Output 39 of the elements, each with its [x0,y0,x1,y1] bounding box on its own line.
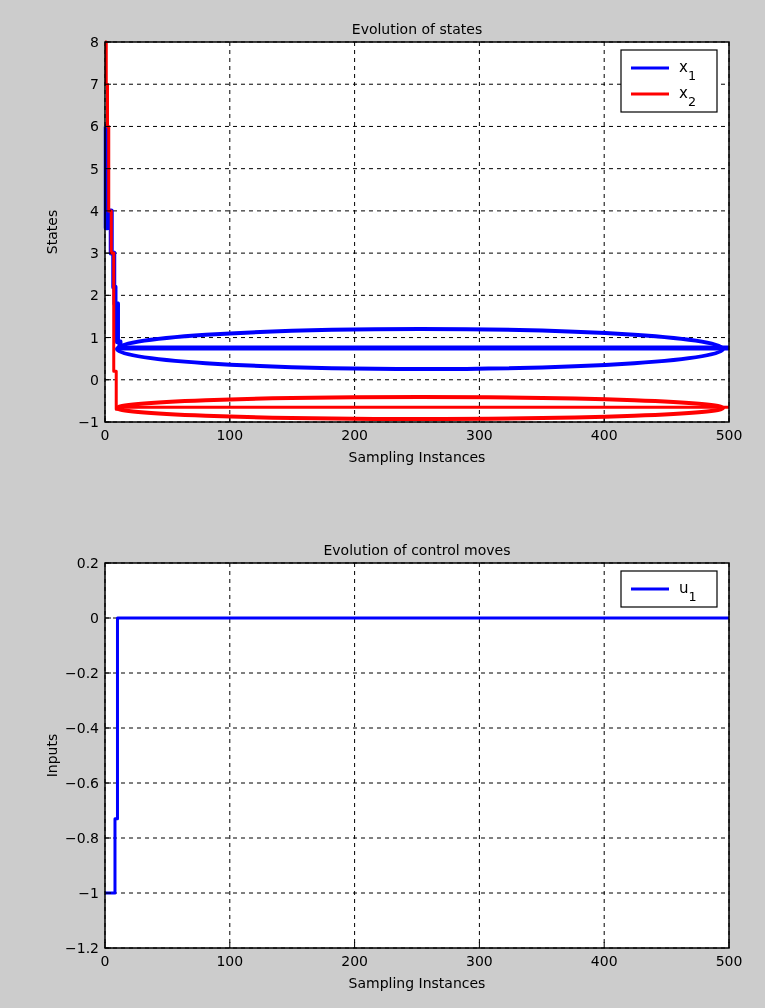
x-tick-label: 500 [715,953,743,969]
x-tick-label: 400 [590,427,618,443]
x-axis-title: Sampling Instances [348,975,486,991]
y-tick-label: 7 [90,76,99,93]
x-tick-label: 100 [216,953,244,969]
y-tick-label: 3 [90,245,99,262]
y-tick-label: 4 [90,202,100,219]
y-tick-label: 0.2 [76,555,99,571]
y-tick-label: −0.8 [65,830,99,846]
y-tick-label: −0.6 [65,775,100,791]
y-tick-label: −1.2 [65,940,99,956]
x-tick-label: 500 [715,427,743,443]
x-tick-label: 200 [341,953,368,969]
chart-title: Evolution of control moves [323,542,511,558]
y-tick-label: −1 [78,885,99,901]
y-tick-label: −0.4 [65,720,100,736]
y-axis-title: Inputs [44,733,60,778]
x-tick-label: 400 [590,953,618,969]
x-tick-label: 200 [341,427,368,443]
y-tick-label: −1 [78,414,99,430]
y-tick-label: 8 [90,34,99,50]
y-tick-label: 5 [90,160,99,177]
x-tick-label: 0 [100,953,110,969]
y-tick-label: 1 [90,329,99,346]
x-tick-label: 100 [216,427,244,443]
y-tick-label: 2 [90,287,99,304]
y-tick-label: −0.2 [65,665,99,681]
x-tick-label: 0 [100,427,110,443]
chart-title: Evolution of states [351,21,483,37]
legend-label: x$_{2}$ [679,84,697,109]
y-tick-label: 6 [90,118,100,135]
x-tick-label: 300 [466,427,493,443]
legend-label: x$_{1}$ [679,58,697,83]
x-tick-label: 300 [466,953,493,969]
legend-label: u$_{1}$ [679,579,697,604]
y-tick-label: 0 [90,610,99,626]
y-tick-label: 0 [90,371,99,388]
y-axis-title: States [44,209,60,255]
x-axis-title: Sampling Instances [348,449,486,465]
